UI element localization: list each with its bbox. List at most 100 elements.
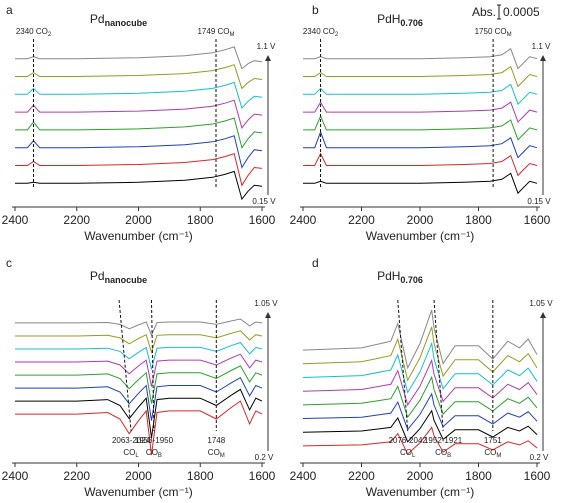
title-sub: 0.706	[400, 275, 423, 285]
x-tick-label: 2200	[63, 469, 90, 483]
spectrum	[302, 326, 538, 382]
x-tick-label: 1600	[249, 469, 276, 483]
spectrum	[15, 152, 263, 187]
x-axis-label: Wavenumber (cm⁻¹)	[84, 485, 193, 499]
scale-bar-label: Abs.	[472, 5, 496, 19]
spectrum	[302, 375, 538, 419]
panel-letter: b	[312, 3, 319, 17]
peak-label-text: 2340 CO	[16, 27, 48, 36]
panel-letter: a	[6, 3, 13, 17]
arrow-head	[265, 312, 271, 318]
x-tick-label: 2400	[290, 213, 317, 227]
spectrum	[15, 388, 263, 438]
spectrum	[15, 330, 263, 354]
x-tick-label: 2400	[290, 469, 317, 483]
peak-label: 2076-2042	[389, 436, 428, 445]
spectrum	[303, 101, 538, 123]
x-tick-label: 2200	[348, 469, 375, 483]
title-sub: nanocube	[105, 275, 148, 285]
voltage-top: 1.05 V	[254, 299, 278, 308]
panel-title: PdH0.706	[377, 12, 423, 28]
peak-label-text: CO	[400, 448, 412, 457]
peak-label-sub: B	[158, 453, 162, 459]
peak-label: 2340 CO2	[16, 27, 52, 38]
peak-label-text: CO	[123, 448, 135, 457]
spectrum	[302, 426, 538, 455]
spectrum	[15, 170, 263, 201]
spectrum	[15, 99, 263, 129]
spectrum	[303, 83, 538, 106]
spectrum	[15, 353, 263, 387]
panel: b PdH0.706 2400 2200 2000 1800 1600 Wavenumber …	[290, 3, 552, 243]
panel-title: Pdnanocube	[90, 269, 147, 285]
x-tick-label: 1800	[187, 213, 214, 227]
voltage-top: 1.05 V	[529, 299, 553, 308]
peak-label-text: CO	[435, 448, 447, 457]
peak-label-sub: M	[507, 32, 512, 38]
panel: d PdH0.706 2400 2200 2000 1800 1600 Wavenumber …	[290, 256, 554, 499]
peak-label-2: COL	[123, 448, 139, 459]
spectrum	[302, 358, 538, 407]
spectrum	[15, 117, 263, 149]
peak-label-sub: M	[496, 453, 501, 459]
x-tick-label: 1800	[465, 213, 492, 227]
peak-label-sub: M	[230, 32, 235, 38]
voltage-bottom: 0.2 V	[255, 453, 274, 462]
voltage-top: 1.1 V	[532, 42, 551, 51]
spectrum	[15, 81, 263, 110]
peak-label-2: COB	[146, 448, 162, 459]
voltage-bottom: 0.2 V	[530, 453, 549, 462]
panel-letter: c	[6, 256, 12, 270]
x-axis-label: Wavenumber (cm⁻¹)	[366, 485, 475, 499]
panel-letter: d	[312, 256, 319, 270]
voltage-bottom: 0.15 V	[252, 197, 276, 206]
spectrum	[15, 400, 263, 455]
x-tick-label: 2400	[2, 213, 29, 227]
spectrum	[15, 64, 263, 90]
peak-label-sub: B	[447, 453, 451, 459]
x-axis-label: Wavenumber (cm⁻¹)	[84, 229, 193, 243]
title-main: Pd	[90, 269, 105, 283]
peak-guide	[150, 299, 155, 432]
panel: c Pdnanocube 2400 2200 2000 1800 1600 Wavenumbe…	[2, 256, 279, 499]
x-tick-label: 1600	[524, 213, 551, 227]
peak-guide	[118, 299, 132, 432]
title-sub: 0.706	[400, 18, 423, 28]
peak-label: 1748	[207, 436, 225, 445]
peak-guide	[397, 299, 409, 432]
peak-label-text: 2340 CO	[303, 27, 335, 36]
spectrum	[15, 46, 263, 70]
spectrum	[15, 318, 263, 337]
peak-label-text: 1750 CO	[475, 27, 507, 36]
panel: a Pdnanocube 2400 2200 2000 1800 1600 Wavenumbe…	[2, 3, 277, 243]
x-tick-label: 2000	[407, 469, 434, 483]
scale-bar	[497, 4, 501, 20]
peak-label: 2063-2024	[112, 436, 151, 445]
peak-label-text: CO	[208, 448, 220, 457]
voltage-bottom: 0.15 V	[527, 197, 551, 206]
title-main: Pd	[90, 12, 105, 26]
panel-title: Pdnanocube	[90, 12, 147, 28]
peak-label-2: COM	[208, 448, 225, 459]
peak-label-text: 1749 CO	[197, 27, 229, 36]
spectrum	[302, 392, 538, 431]
peak-label-text: CO	[146, 448, 158, 457]
peak-guide	[433, 299, 444, 432]
peak-label-2: COL	[400, 448, 416, 459]
x-tick-label: 2200	[63, 213, 90, 227]
spectrum	[302, 309, 538, 370]
x-tick-label: 2200	[348, 213, 375, 227]
spectrum	[15, 377, 263, 421]
scale-bar-value: 0.0005	[503, 5, 540, 19]
spectrum	[303, 48, 538, 70]
spectrum	[303, 172, 538, 195]
x-tick-label: 1800	[465, 469, 492, 483]
title-main: PdH	[377, 269, 400, 283]
x-tick-label: 1800	[187, 469, 214, 483]
arrow-head	[540, 312, 546, 318]
spectrum	[15, 135, 263, 169]
x-tick-label: 2400	[2, 469, 29, 483]
peak-label-sub: 2	[48, 32, 52, 38]
x-tick-label: 2000	[125, 469, 152, 483]
